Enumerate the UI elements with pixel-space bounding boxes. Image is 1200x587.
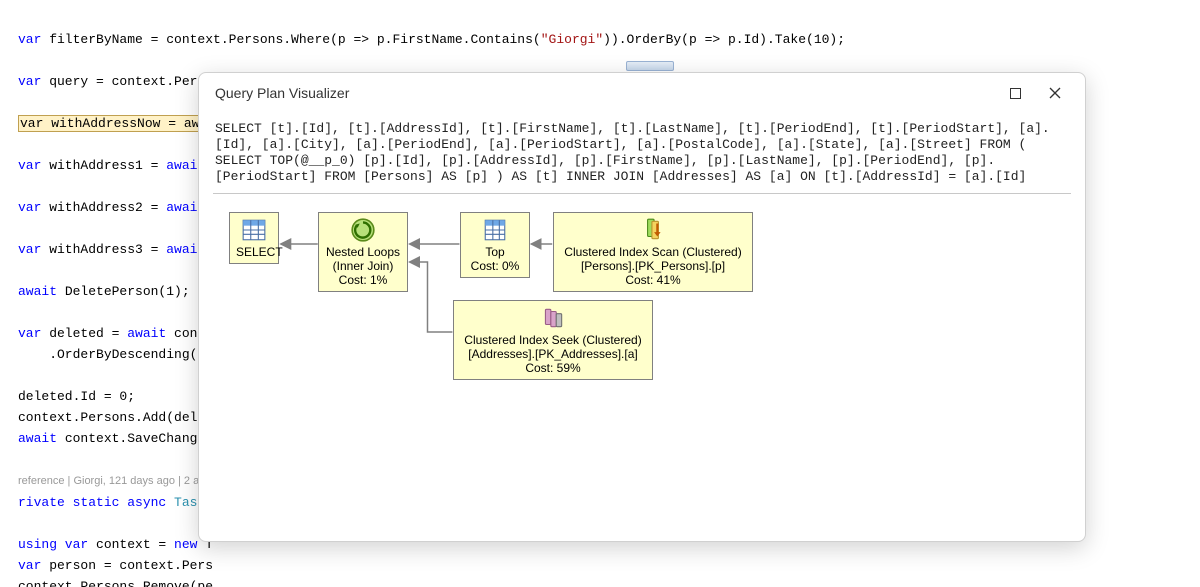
plan-node-index-seek[interactable]: Clustered Index Seek (Clustered) [Addres… [453, 300, 653, 380]
highlighted-line: var withAddressNow = awai [18, 115, 217, 132]
close-icon [1049, 87, 1061, 99]
index-seek-icon [539, 305, 567, 331]
maximize-icon [1010, 88, 1021, 99]
maximize-button[interactable] [995, 79, 1035, 107]
code-token: var [18, 32, 41, 47]
close-button[interactable] [1035, 79, 1075, 107]
table-result-icon [240, 217, 268, 243]
execution-plan-canvas[interactable]: SELECT Nested Loops (Inner Join) Cost: 1… [213, 202, 1071, 402]
quickwatch-drag-handle[interactable] [626, 61, 674, 71]
sql-query-text[interactable]: SELECT [t].[Id], [t].[AddressId], [t].[F… [213, 113, 1071, 194]
plan-node-nested-loops[interactable]: Nested Loops (Inner Join) Cost: 1% [318, 212, 408, 292]
window-titlebar[interactable]: Query Plan Visualizer [199, 73, 1085, 113]
plan-node-top[interactable]: Top Cost: 0% [460, 212, 530, 278]
plan-node-select[interactable]: SELECT [229, 212, 279, 264]
top-icon [481, 217, 509, 243]
nested-loops-icon [349, 217, 377, 243]
window-title: Query Plan Visualizer [215, 85, 995, 101]
index-scan-icon [639, 217, 667, 243]
query-plan-visualizer-window: Query Plan Visualizer SELECT [t].[Id], [… [198, 72, 1086, 542]
plan-node-index-scan[interactable]: Clustered Index Scan (Clustered) [Person… [553, 212, 753, 292]
window-body: SELECT [t].[Id], [t].[AddressId], [t].[F… [199, 113, 1085, 541]
